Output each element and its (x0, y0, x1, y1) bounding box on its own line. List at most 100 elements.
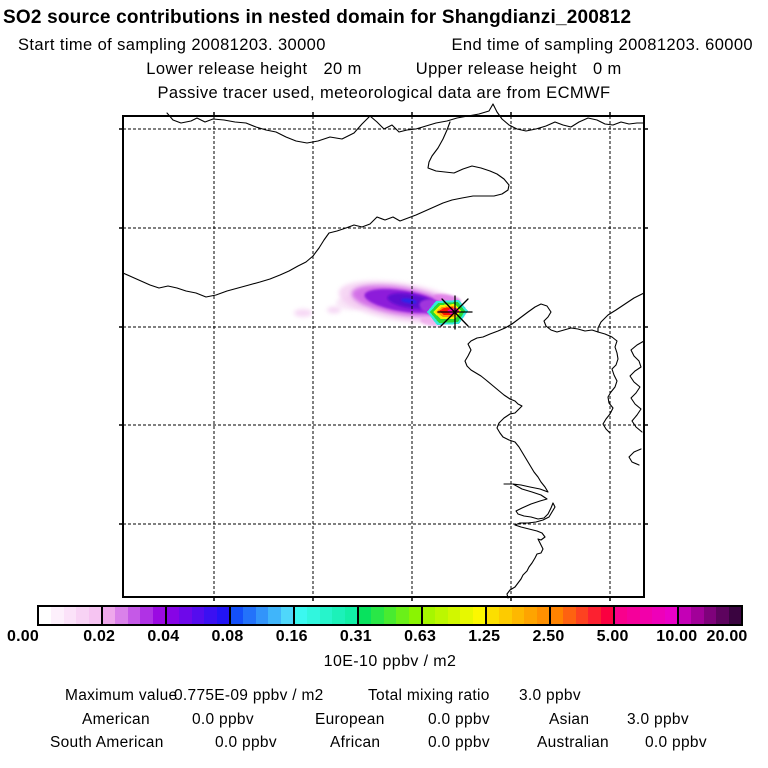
total-ratio-value: 3.0 ppbv (519, 687, 581, 704)
upper-release-value: 0 m (592, 60, 622, 78)
colorbar-segment (165, 607, 230, 624)
colorbar-cell (679, 607, 692, 624)
colorbar-cell (88, 607, 102, 624)
colorbar-segment (39, 607, 102, 624)
contribution-value: 0.0 ppbv (215, 734, 277, 751)
colorbar-unit-label: 10E-10 ppbv / m2 (323, 653, 457, 670)
colorbar-cell (167, 607, 180, 624)
colorbar-cell (615, 607, 628, 624)
colorbar-cell (371, 607, 384, 624)
colorbar-cell (460, 607, 473, 624)
start-time-value: 20081203. 30000 (191, 36, 326, 54)
colorbar-segment (613, 607, 678, 624)
end-time-value: 20081203. 60000 (618, 36, 753, 54)
colorbar-tick-label: 0.63 (404, 628, 437, 645)
colorbar-cell (332, 607, 345, 624)
contribution-label: Asian (549, 711, 590, 728)
colorbar-cell (435, 607, 448, 624)
colorbar-segment (549, 607, 614, 624)
colorbar-ticks: 0.00 0.02 0.04 0.08 0.16 0.31 0.63 1.25 2.50 5.00… (0, 628, 768, 646)
colorbar-cell (447, 607, 461, 624)
colorbar (37, 605, 743, 626)
sampling-times-line: Start time of sampling 20081203. 30000 E… (0, 36, 768, 55)
lower-release-value: 20 m (323, 60, 362, 78)
colorbar-tick-label: 5.00 (596, 628, 629, 645)
colorbar-cell (575, 607, 589, 624)
colorbar-tick-label: 2.50 (532, 628, 565, 645)
max-value-label: Maximum value (65, 687, 178, 704)
start-time-text: Start time of sampling 20081203. 30000 (18, 36, 326, 54)
colorbar-cell (728, 607, 742, 624)
colorbar-cell (280, 607, 294, 624)
colorbar-cell (487, 607, 500, 624)
colorbar-cell (703, 607, 717, 624)
colorbar-cell (243, 607, 256, 624)
colorbar-cell (408, 607, 422, 624)
colorbar-segment (293, 607, 358, 624)
colorbar-tick-label: 0.08 (211, 628, 244, 645)
colorbar-cell (423, 607, 436, 624)
colorbar-cell (664, 607, 678, 624)
colorbar-cell (551, 607, 564, 624)
colorbar-cell (204, 607, 217, 624)
colorbar-cell (627, 607, 640, 624)
colorbar-tick-label: 1.25 (468, 628, 501, 645)
colorbar-cell (268, 607, 281, 624)
colorbar-tick-label: 0.02 (83, 628, 116, 645)
colorbar-segment (229, 607, 294, 624)
colorbar-cell (103, 607, 116, 624)
colorbar-segment (421, 607, 486, 624)
end-time-text: End time of sampling 20081203. 60000 (451, 36, 753, 54)
page-title: SO2 source contributions in nested domai… (3, 7, 632, 28)
contribution-label: European (315, 711, 385, 728)
colorbar-cell (588, 607, 601, 624)
colorbar-tick-label: 10.00 (656, 628, 698, 645)
colorbar-segment (677, 607, 742, 624)
colorbar-cell (63, 607, 77, 624)
colorbar-cell (231, 607, 244, 624)
colorbar-cell (295, 607, 308, 624)
colorbar-cell (76, 607, 89, 624)
receptor-marker-icon (437, 295, 473, 330)
colorbar-cell (716, 607, 729, 624)
upper-release-height: Upper release height 0 m (415, 60, 622, 78)
colorbar-cell (255, 607, 269, 624)
colorbar-cell (652, 607, 665, 624)
colorbar-cell (600, 607, 614, 624)
contribution-value: 0.0 ppbv (428, 734, 490, 751)
colorbar-cell (191, 607, 205, 624)
colorbar-cell (396, 607, 409, 624)
colorbar-cell (51, 607, 64, 624)
colorbar-cell (39, 607, 52, 624)
colorbar-segment (357, 607, 422, 624)
contribution-label: African (330, 734, 381, 751)
colorbar-cell (383, 607, 397, 624)
colorbar-cell (115, 607, 128, 624)
map-frame (122, 115, 645, 598)
colorbar-tick-label: 0.16 (275, 628, 308, 645)
colorbar-segment (101, 607, 166, 624)
colorbar-cell (140, 607, 153, 624)
contribution-value: 0.0 ppbv (428, 711, 490, 728)
colorbar-cell (472, 607, 486, 624)
colorbar-cell (344, 607, 358, 624)
colorbar-cell (152, 607, 166, 624)
colorbar-cell (307, 607, 320, 624)
colorbar-cell (524, 607, 537, 624)
colorbar-cell (319, 607, 333, 624)
contribution-value: 0.0 ppbv (645, 734, 707, 751)
colorbar-tick-label: 0.00 (7, 628, 39, 645)
colorbar-cell (691, 607, 704, 624)
colorbar-segment (485, 607, 550, 624)
colorbar-cell (499, 607, 512, 624)
coastlines (122, 103, 645, 599)
tracer-note: Passive tracer used, meteorological data… (157, 84, 611, 102)
latlon-gridlines (123, 116, 644, 597)
total-ratio-label: Total mixing ratio (368, 687, 490, 704)
colorbar-tick-label: 0.04 (147, 628, 180, 645)
release-heights-line: Lower release height 20 m Upper release h… (0, 60, 768, 79)
colorbar-cell (639, 607, 653, 624)
colorbar-cell (179, 607, 192, 624)
